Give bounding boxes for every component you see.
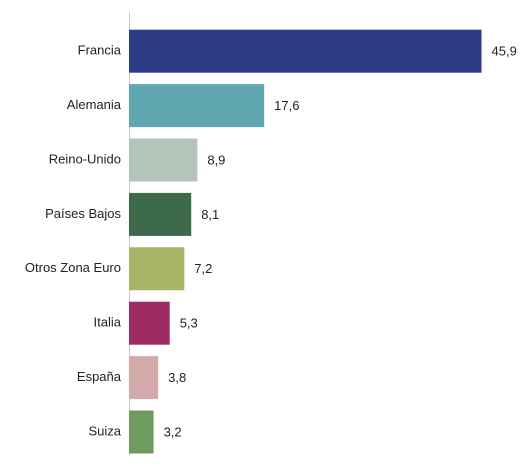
category-label: Francia: [78, 43, 122, 58]
category-label: Países Bajos: [45, 206, 121, 221]
bar: [129, 192, 192, 236]
category-label: Reino-Unido: [49, 151, 121, 166]
category-label: Suiza: [88, 423, 121, 438]
value-label: 7,2: [194, 261, 212, 276]
bar: [129, 84, 265, 128]
category-label: Otros Zona Euro: [25, 260, 121, 275]
value-label: 3,2: [164, 424, 182, 439]
value-label: 5,3: [180, 316, 198, 331]
bar: [129, 356, 159, 400]
value-label: 3,8: [168, 370, 186, 385]
bar: [129, 247, 185, 291]
bar: [129, 138, 198, 182]
category-label: Italia: [94, 315, 122, 330]
value-label: 8,1: [201, 207, 219, 222]
value-label: 8,9: [207, 152, 225, 167]
value-label: 45,9: [492, 44, 517, 59]
bar: [129, 301, 170, 345]
category-label: España: [77, 369, 122, 384]
category-label: Alemania: [67, 97, 122, 112]
bar: [129, 410, 154, 454]
value-label: 17,6: [274, 98, 299, 113]
bar: [129, 29, 482, 73]
